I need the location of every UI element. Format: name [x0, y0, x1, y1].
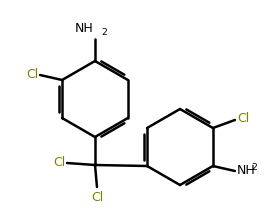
Text: Cl: Cl	[237, 112, 249, 125]
Text: 2: 2	[101, 28, 107, 37]
Text: NH: NH	[237, 163, 256, 176]
Text: Cl: Cl	[26, 67, 38, 81]
Text: Cl: Cl	[91, 191, 103, 204]
Text: Cl: Cl	[53, 156, 65, 168]
Text: 2: 2	[251, 163, 257, 172]
Text: NH: NH	[74, 22, 93, 35]
